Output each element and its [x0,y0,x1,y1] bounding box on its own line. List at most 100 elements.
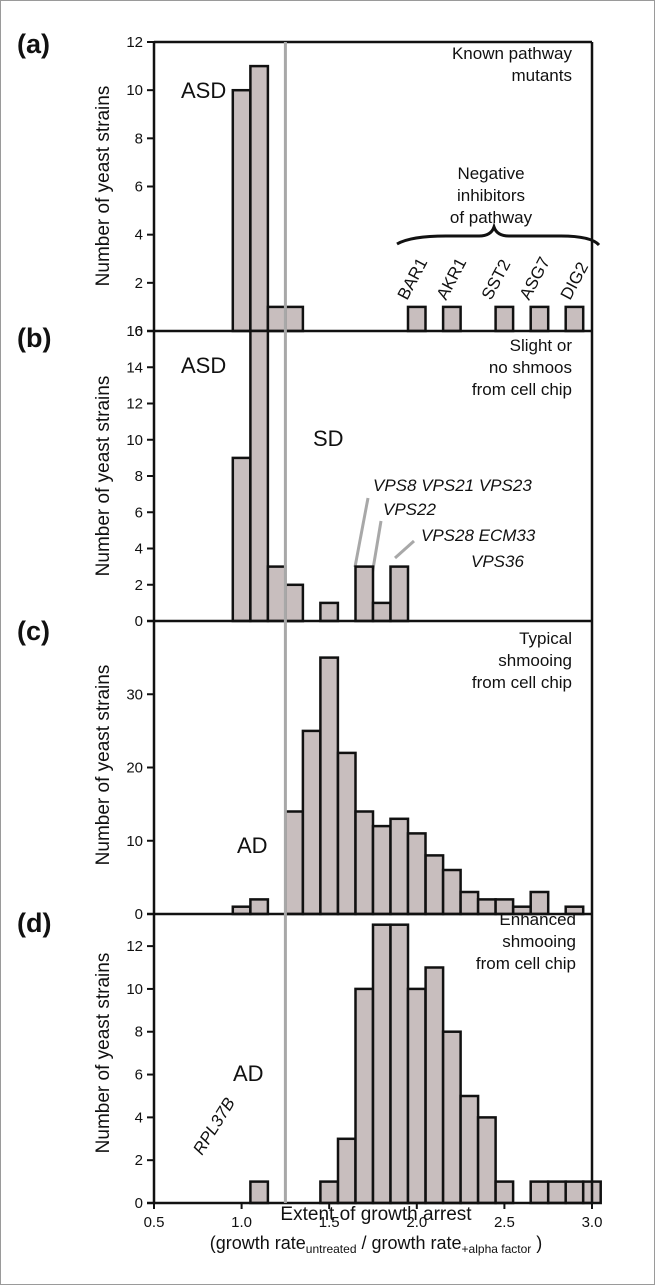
panel-a-ytick-label: 0 [135,323,143,340]
gene-label-vps22: VPS22 [383,500,436,519]
panel-b-note-line-2: no shmoos [489,358,572,377]
panel-d-note-line-3: from cell chip [476,954,576,973]
panel-a-ytick-label: 12 [126,34,143,51]
panel-b: (b) Number of yeast strains ASD SD Sligh… [17,323,573,582]
panel-b-ytick-label: 8 [135,468,143,485]
panel-c-bar [406,832,427,916]
panel-c-bar [284,810,305,916]
panel-d-ytick-label: 6 [135,1067,143,1084]
panel-a-region-label: ASD [181,78,226,103]
x-axis-subtitle-untreated: untreated [306,1242,357,1256]
gene-label-asg7: ASG7 [516,254,554,303]
inhibitors-label-line-1: Negative [457,164,524,183]
x-tick-label: 2.5 [494,1214,515,1231]
x-tick-label: 0.5 [144,1214,165,1231]
panel-a-ytick-label: 8 [135,130,143,147]
panel-d-bar [494,1180,515,1205]
inhibitors-label-line-2: inhibitors [457,186,525,205]
panel-b-ytick-label: 14 [126,359,143,376]
gene-label-vps36: VPS36 [471,552,524,571]
panel-c-bar [494,898,515,916]
panel-b-bar [284,583,305,623]
panel-b-label: (b) [17,323,51,353]
panel-c-ylabel: Number of yeast strains [93,665,114,866]
panel-d-bar [424,966,445,1205]
panel-d-bar [441,1030,462,1205]
x-tick-label: 3.0 [582,1214,603,1231]
panel-b-bar [354,565,375,623]
panel-b-ytick-label: 0 [135,613,143,630]
x-axis-subtitle-alpha: +alpha factor [462,1242,532,1256]
panel-a-ytick-label: 4 [135,227,143,244]
panel-b-note-line-3: from cell chip [472,380,572,399]
panel-d-bar [249,1180,270,1205]
panel-a-ytick-label: 10 [126,82,143,99]
pointer-vps28 [393,539,416,560]
panel-d-note-line-2: shmooing [502,932,576,951]
panel-c-bar [476,898,497,916]
panel-d-ytick-label: 8 [135,1024,143,1041]
panel-b-ytick-label: 4 [135,541,143,558]
gene-label-vps8-vps21-vps23: VPS8 VPS21 VPS23 [373,476,532,495]
panel-b-note-line-1: Slight or [510,336,573,355]
panel-c-region-label: AD [237,833,268,858]
panel-a-bar [284,305,305,333]
panel-b-ytick-label: 6 [135,504,143,521]
inhibitors-label-line-3: of pathway [450,208,533,227]
panel-c-bar [354,810,375,916]
panel-c-bar [529,890,550,916]
panel-b-bar [231,456,252,623]
panel-b-ytick-label: 16 [126,323,143,340]
panel-d-ytick-label: 2 [135,1152,143,1169]
panel-d-region-label: AD [233,1061,264,1086]
panel-d-bar [336,1137,357,1205]
gene-label-dig2: DIG2 [557,259,592,303]
x-tick-label: 2.0 [406,1214,427,1231]
panel-c-bar [459,890,480,916]
panel-a-bar [564,305,585,333]
panel-d-ytick-label: 4 [135,1109,143,1126]
panel-a-bar [406,305,427,333]
pointer-vps8 [353,497,370,568]
panel-a-ytick-label: 2 [135,275,143,292]
gene-label-akr1: AKR1 [433,255,471,303]
x-axis-subtitle-prefix: (growth rate [210,1233,306,1253]
panel-a-bar [231,88,252,333]
panel-d-bar [389,923,410,1205]
x-axis-title: Extent of growth arrest [280,1204,472,1225]
panel-c-bar [389,817,410,916]
panel-b-ytick-label: 10 [126,432,143,449]
panel-c-label: (c) [17,616,50,646]
panel-c-ytick-label: 20 [126,760,143,777]
panel-b-bar [249,329,270,623]
panel-a: (a) Number of yeast strains ASD Known pa… [17,29,601,303]
panel-b-region-label-sd: SD [313,426,344,451]
x-axis-subtitle: (growth rateuntreated / growth rate+alph… [210,1233,543,1256]
panel-b-ylabel: Number of yeast strains [93,376,114,577]
inhibitors-brace [396,222,601,247]
panel-c: (c) Number of yeast strains AD Typical s… [17,616,572,865]
gene-label-vps28-ecm33: VPS28 ECM33 [421,526,536,545]
panel-c-ytick-label: 0 [135,906,143,923]
panel-a-bar [441,305,462,333]
gene-label-bar1: BAR1 [394,255,432,303]
gene-label-sst2: SST2 [478,256,515,302]
panel-d-ytick-label: 0 [135,1195,143,1212]
panel-c-note-line-1: Typical [519,629,572,648]
panel-a-note-line-2: mutants [512,66,572,85]
panel-b-ytick-label: 12 [126,396,143,413]
panel-d-ylabel: Number of yeast strains [93,953,114,1154]
panel-d-bar [406,987,427,1205]
panel-c-bar [441,868,462,916]
panel-c-bar [301,729,322,916]
panel-b-bar [389,565,410,623]
panel-d-bar [354,987,375,1205]
panel-d-bar [529,1180,550,1205]
x-tick-label: 1.0 [231,1214,252,1231]
panel-d-bar [476,1116,497,1205]
panel-c-bar [319,656,340,916]
panel-d-bar [459,1094,480,1205]
x-axis-subtitle-suffix: ) [531,1233,542,1253]
panel-a-bar [249,64,270,333]
